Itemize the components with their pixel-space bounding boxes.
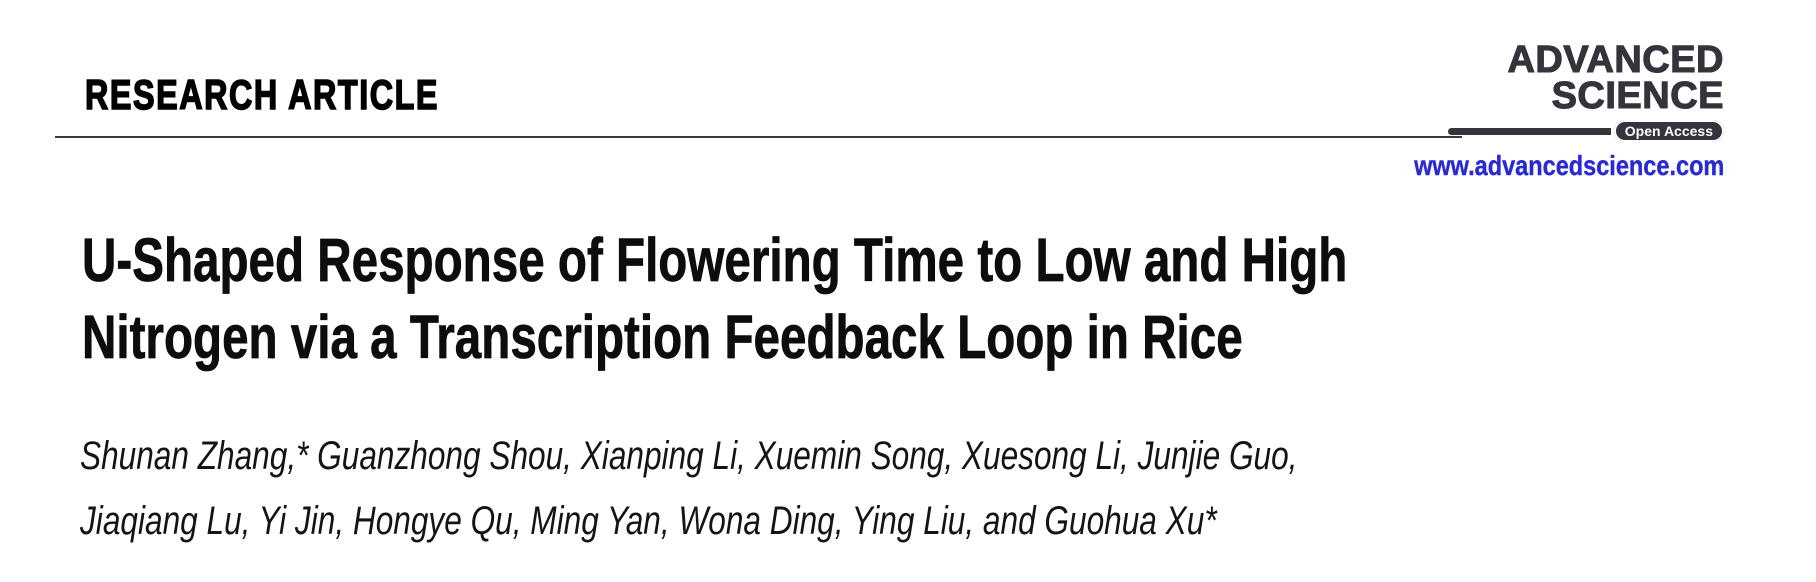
header-divider-rule	[55, 136, 1462, 138]
article-authors: Shunan Zhang,* Guanzhong Shou, Xianping …	[80, 424, 1297, 554]
journal-logo-line2: SCIENCE	[1551, 75, 1724, 117]
journal-logo-line1: ADVANCED	[1507, 39, 1724, 81]
open-access-badge: Open Access	[1613, 120, 1724, 142]
journal-logo: ADVANCED SCIENCE Open Access www.advance…	[1355, 39, 1725, 182]
authors-line1: Shunan Zhang,* Guanzhong Shou, Xianping …	[80, 434, 1298, 478]
authors-line2: Jiaqiang Lu, Yi Jin, Hongye Qu, Ming Yan…	[80, 499, 1217, 543]
article-title: U-Shaped Response of Flowering Time to L…	[82, 222, 1348, 376]
logo-underline-row: Open Access	[1355, 120, 1724, 142]
article-type-kicker: RESEARCH ARTICLE	[84, 71, 440, 118]
journal-website-link[interactable]: www.advancedscience.com	[1413, 150, 1725, 181]
article-title-line2: Nitrogen via a Transcription Feedback Lo…	[82, 303, 1243, 372]
logo-underline-bar	[1447, 127, 1611, 135]
article-title-line1: U-Shaped Response of Flowering Time to L…	[82, 226, 1348, 295]
